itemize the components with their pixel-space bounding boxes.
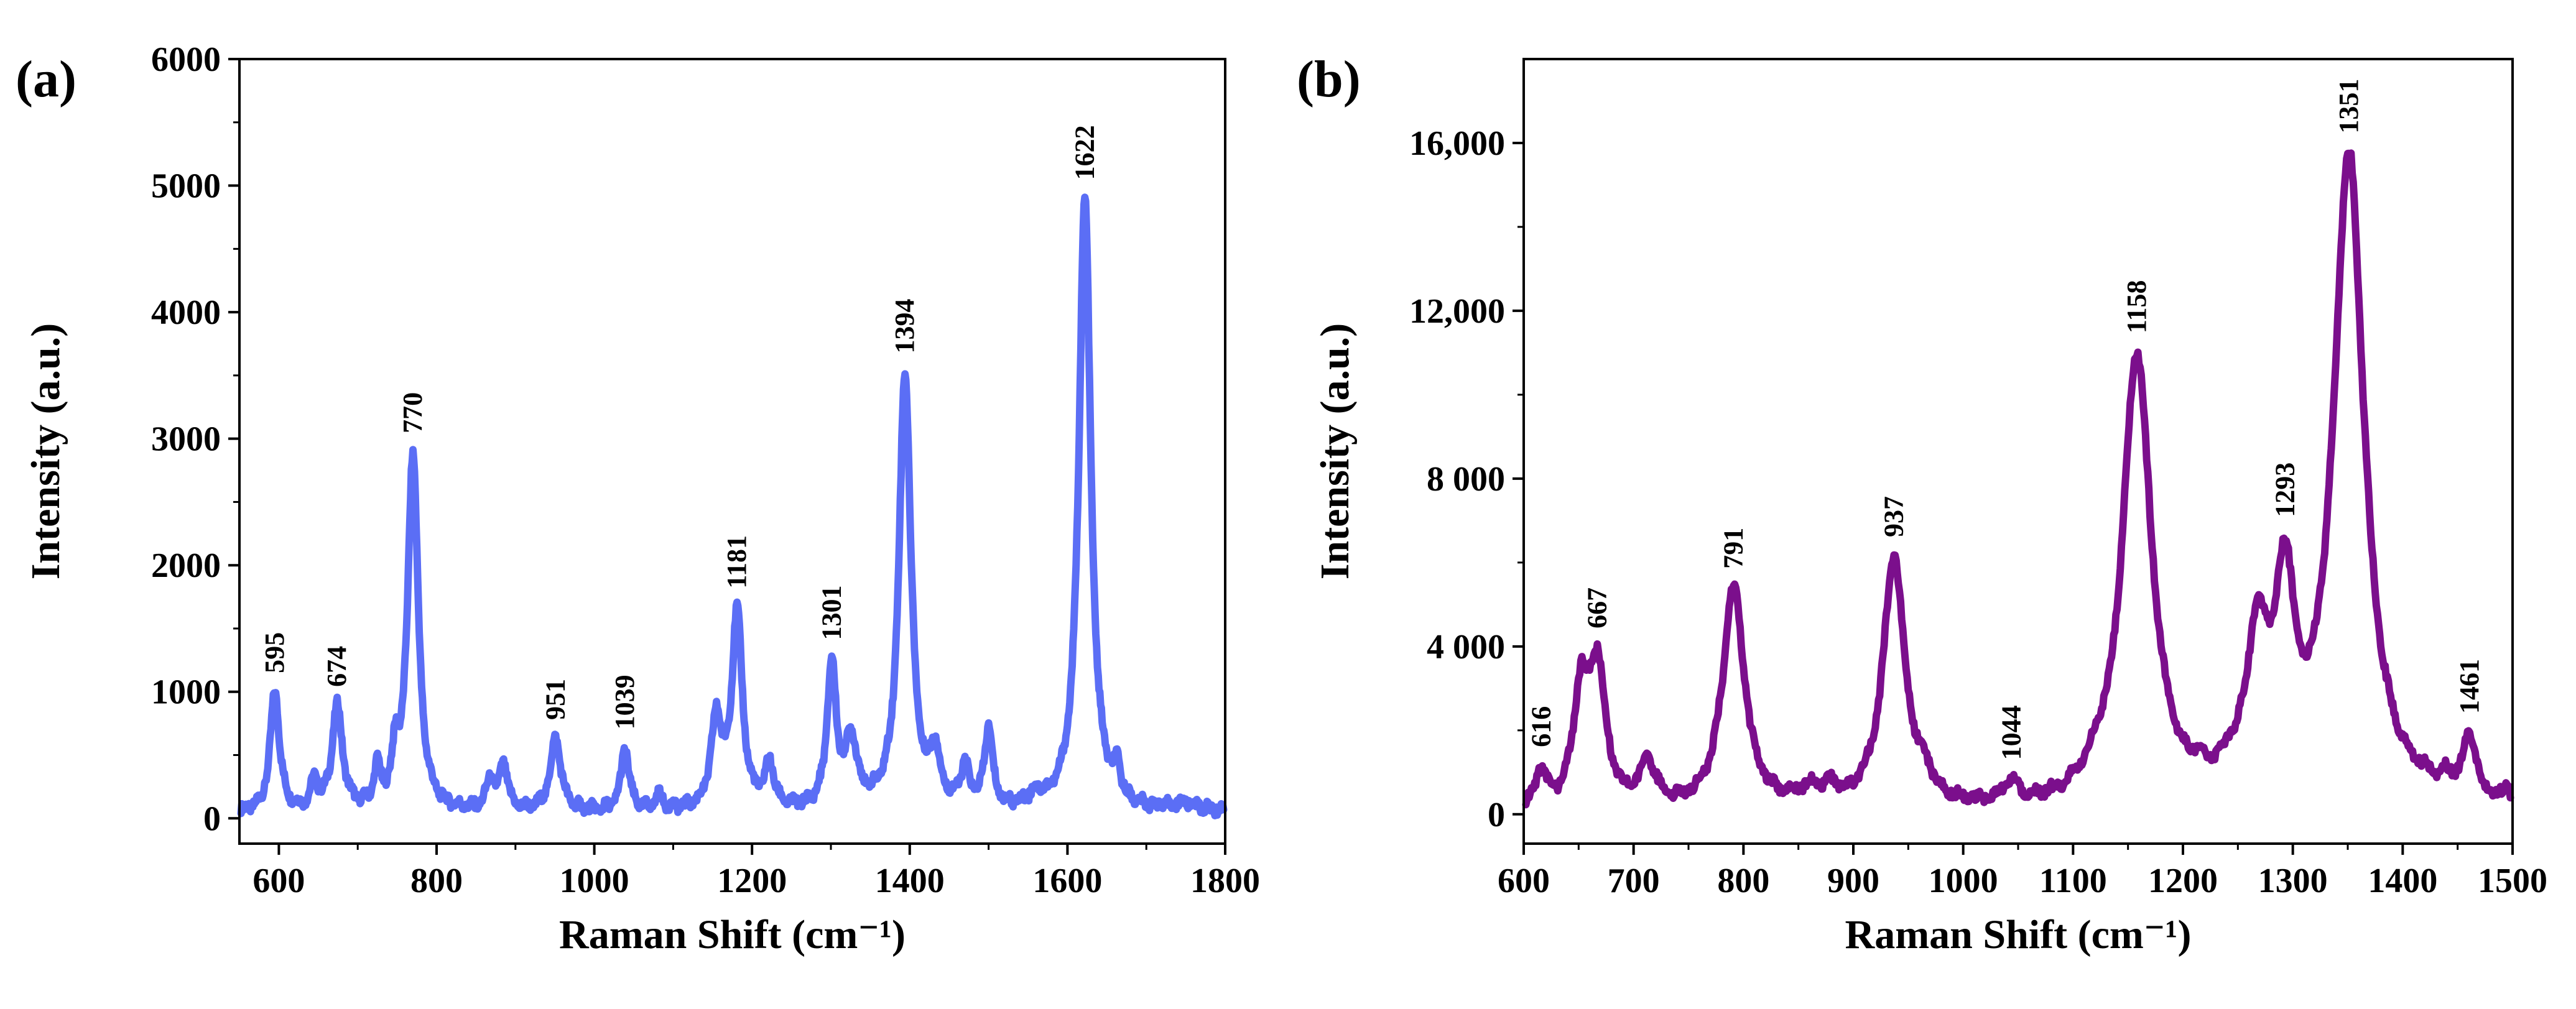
y-tick-label: 8 000 bbox=[1427, 460, 1505, 499]
y-tick-label: 3000 bbox=[151, 420, 221, 459]
x-tick-label: 1200 bbox=[717, 862, 787, 900]
x-tick-label: 800 bbox=[410, 862, 463, 900]
peak-label: 674 bbox=[322, 646, 352, 687]
y-tick-label: 1000 bbox=[151, 673, 221, 712]
x-tick-label: 1400 bbox=[2368, 862, 2437, 900]
y-tick-label: 4 000 bbox=[1427, 628, 1505, 666]
peak-label: 791 bbox=[1718, 528, 1748, 569]
peak-label: 616 bbox=[1526, 706, 1556, 747]
x-axis-title: Raman Shift (cm⁻¹) bbox=[1845, 912, 2192, 957]
y-axis-title: Intensity (a.u.) bbox=[1312, 323, 1358, 580]
peak-label: 1351 bbox=[2333, 79, 2364, 134]
y-tick-label: 4000 bbox=[151, 293, 221, 332]
peak-label: 1293 bbox=[2269, 463, 2300, 517]
peak-label: 770 bbox=[397, 392, 428, 433]
peak-label: 1044 bbox=[1996, 705, 2026, 760]
peak-label: 595 bbox=[259, 632, 290, 673]
panel-a: 600 800 1000 1200 1400 1600 1800 0 1000 2000 3000 4… bbox=[16, 40, 1260, 957]
panel-label: (a) bbox=[16, 50, 76, 108]
y-tick-label: 0 bbox=[1488, 796, 1505, 834]
x-tick-label: 1000 bbox=[560, 862, 629, 900]
peak-label: 1039 bbox=[609, 675, 640, 729]
peak-label: 951 bbox=[540, 679, 570, 720]
y-tick-label: 5000 bbox=[151, 167, 221, 206]
peak-label: 1394 bbox=[889, 298, 920, 353]
x-tick-label: 1600 bbox=[1032, 862, 1102, 900]
x-tick-label: 1800 bbox=[1190, 862, 1260, 900]
x-axis-title: Raman Shift (cm⁻¹) bbox=[559, 912, 906, 957]
spectrum-line bbox=[1522, 149, 2514, 809]
y-tick-label: 6000 bbox=[151, 40, 221, 79]
peak-label: 1622 bbox=[1069, 125, 1100, 180]
x-tick-label: 1400 bbox=[875, 862, 945, 900]
x-tick-label: 600 bbox=[253, 862, 305, 900]
peak-label: 1461 bbox=[2454, 659, 2485, 714]
panel-b: 600 700 800 900 1000 1100 1200 1300 1400 1500 0 4 0… bbox=[1297, 50, 2547, 957]
x-tick-label: 600 bbox=[1498, 862, 1550, 900]
peak-label: 1301 bbox=[816, 586, 846, 640]
peak-label: 667 bbox=[1582, 587, 1612, 629]
y-tick-label: 12,000 bbox=[1409, 292, 1505, 331]
spectrum-line bbox=[237, 193, 1228, 819]
plot-frame bbox=[238, 58, 1226, 845]
x-tick-label: 1300 bbox=[2258, 862, 2328, 900]
x-tick-label: 700 bbox=[1608, 862, 1660, 900]
y-tick-label: 2000 bbox=[151, 546, 221, 585]
x-tick-label: 1100 bbox=[2039, 862, 2107, 900]
x-tick-label: 900 bbox=[1827, 862, 1879, 900]
panel-label: (b) bbox=[1297, 50, 1361, 108]
x-tick-label: 1500 bbox=[2478, 862, 2547, 900]
x-tick-label: 800 bbox=[1717, 862, 1769, 900]
x-tick-label: 1000 bbox=[1929, 862, 1998, 900]
peak-label: 1181 bbox=[721, 535, 752, 589]
y-tick-label: 16,000 bbox=[1409, 124, 1505, 163]
y-axis-title: Intensity (a.u.) bbox=[23, 323, 68, 580]
y-tick-label: 0 bbox=[203, 799, 221, 838]
peak-label: 1158 bbox=[2121, 280, 2152, 334]
x-tick-label: 1200 bbox=[2148, 862, 2218, 900]
peak-label: 937 bbox=[1878, 496, 1909, 537]
